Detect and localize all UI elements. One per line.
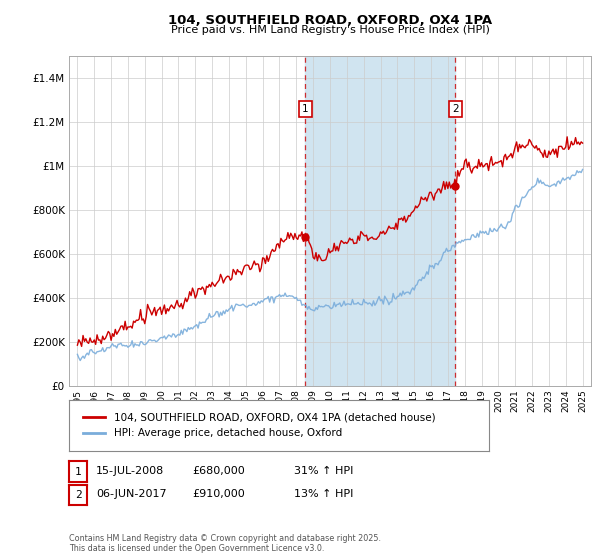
- Text: 31% ↑ HPI: 31% ↑ HPI: [294, 466, 353, 476]
- Text: 06-JUN-2017: 06-JUN-2017: [96, 489, 167, 500]
- Text: £910,000: £910,000: [192, 489, 245, 500]
- Text: £680,000: £680,000: [192, 466, 245, 476]
- Bar: [305, 56, 455, 386]
- Text: 2: 2: [74, 490, 82, 500]
- Legend: 104, SOUTHFIELD ROAD, OXFORD, OX4 1PA (detached house), HPI: Average price, deta: 104, SOUTHFIELD ROAD, OXFORD, OX4 1PA (d…: [79, 409, 440, 442]
- Text: 1: 1: [302, 104, 309, 114]
- Text: Contains HM Land Registry data © Crown copyright and database right 2025.
This d: Contains HM Land Registry data © Crown c…: [69, 534, 381, 553]
- Text: 13% ↑ HPI: 13% ↑ HPI: [294, 489, 353, 500]
- Text: 104, SOUTHFIELD ROAD, OXFORD, OX4 1PA: 104, SOUTHFIELD ROAD, OXFORD, OX4 1PA: [168, 14, 492, 27]
- Text: 15-JUL-2008: 15-JUL-2008: [96, 466, 164, 476]
- Text: 1: 1: [74, 466, 82, 477]
- Text: Price paid vs. HM Land Registry's House Price Index (HPI): Price paid vs. HM Land Registry's House …: [170, 25, 490, 35]
- Text: 2: 2: [452, 104, 458, 114]
